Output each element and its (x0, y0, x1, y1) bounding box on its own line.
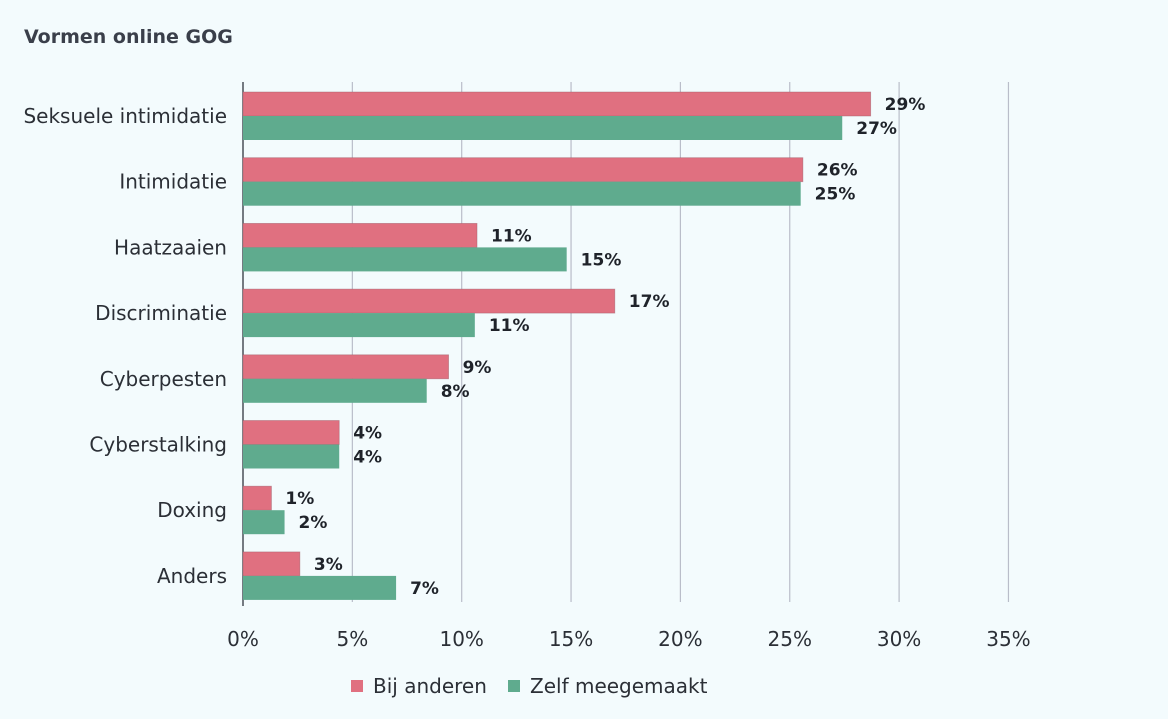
bar (242, 551, 301, 577)
category-label: Doxing (157, 498, 227, 522)
bar (243, 247, 567, 272)
category-label: Seksuele intimidatie (23, 104, 227, 128)
data-label: 4% (353, 448, 382, 468)
x-tick-label: 30% (877, 627, 921, 651)
legend-swatch (508, 680, 520, 692)
data-label: 8% (441, 382, 470, 402)
category-label: Cyberstalking (89, 433, 227, 457)
bar (242, 222, 478, 248)
data-label: 11% (491, 226, 532, 246)
data-label: 7% (410, 579, 439, 599)
category-label: Intimidatie (119, 170, 227, 194)
category-label: Discriminatie (95, 301, 227, 325)
x-tick-label: 0% (227, 627, 259, 651)
data-label: 1% (285, 489, 314, 509)
data-label: 3% (314, 555, 343, 575)
legend-label: Zelf meegemaakt (530, 674, 708, 698)
data-label: 11% (489, 316, 530, 336)
x-tick-label: 35% (986, 627, 1030, 651)
x-tick-label: 5% (336, 627, 368, 651)
chart-title: Vormen online GOG (24, 26, 233, 48)
bars (242, 91, 872, 600)
data-label: 29% (885, 95, 926, 115)
bar (242, 157, 804, 183)
bar (242, 485, 272, 511)
data-label: 25% (815, 185, 856, 205)
bar (243, 510, 285, 535)
x-tick-label: 25% (768, 627, 812, 651)
bar (242, 420, 340, 445)
data-label: 15% (581, 250, 622, 270)
bar (243, 116, 843, 140)
bar (243, 313, 475, 338)
legend-label: Bij anderen (373, 674, 487, 698)
bar (243, 378, 427, 403)
data-label: 27% (856, 119, 897, 139)
bar (242, 288, 616, 314)
legend-swatch (351, 680, 363, 692)
bar (243, 181, 801, 206)
category-label: Cyberpesten (100, 367, 227, 391)
data-label: 26% (817, 161, 858, 181)
bar (242, 354, 449, 380)
bar (242, 91, 872, 117)
data-label: 2% (299, 513, 328, 533)
labels: 0% 5% 10% 15% 20% 25% 30% 35% 29% 27% Seksuele int… (23, 95, 1030, 651)
data-label: 9% (463, 358, 492, 378)
bar (243, 444, 340, 469)
data-label: 4% (353, 424, 382, 444)
x-tick-label: 15% (549, 627, 593, 651)
x-tick-label: 20% (658, 627, 702, 651)
legend: Bij anderen Zelf meegemaakt (351, 674, 708, 698)
bar (243, 575, 397, 600)
x-tick-label: 10% (439, 627, 483, 651)
data-label: 17% (629, 292, 670, 312)
category-label: Haatzaaien (114, 235, 227, 259)
category-label: Anders (157, 564, 227, 588)
